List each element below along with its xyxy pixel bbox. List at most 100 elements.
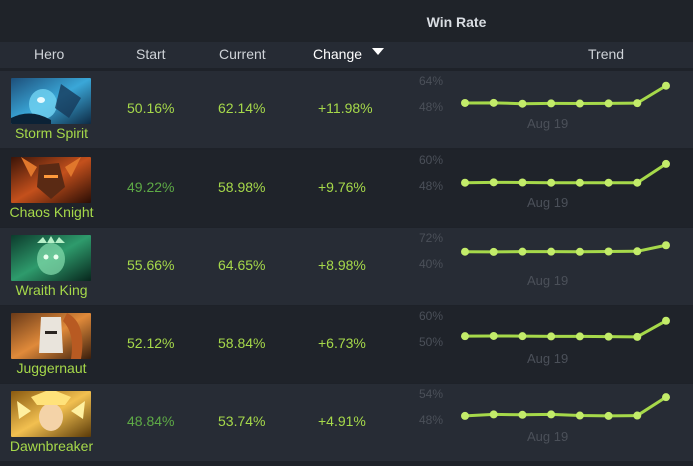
trend-x-label: Aug 19	[527, 116, 569, 131]
trend-point[interactable]	[662, 241, 670, 250]
trend-point[interactable]	[604, 332, 613, 341]
trend-point[interactable]	[575, 247, 584, 256]
table-row[interactable]: Storm Spirit 50.16% 62.14% +11.98% 64% 4…	[0, 71, 693, 148]
trend-y-max-label: 54%	[419, 387, 444, 401]
column-header-start[interactable]: Start	[136, 46, 166, 62]
trend-point[interactable]	[518, 178, 527, 187]
trend-point[interactable]	[489, 410, 498, 419]
trend-point[interactable]	[461, 98, 469, 107]
trend-point[interactable]	[547, 99, 556, 108]
winrate-change: +8.98%	[318, 257, 366, 273]
trend-sparkline: 64% 48% Aug 19	[405, 71, 693, 148]
column-header-row: Hero Start Current Change Trend	[0, 42, 693, 68]
dawnbreaker-portrait-icon[interactable]	[11, 391, 91, 437]
trend-point[interactable]	[633, 99, 642, 108]
trend-point[interactable]	[518, 99, 527, 108]
start-winrate: 49.22%	[127, 179, 175, 195]
trend-point[interactable]	[489, 331, 498, 340]
trend-line	[464, 319, 667, 339]
trend-point[interactable]	[461, 247, 469, 256]
hero-cell[interactable]: Wraith King	[3, 231, 100, 303]
winrate-change: +4.91%	[318, 413, 366, 429]
trend-point[interactable]	[489, 247, 498, 256]
trend-point[interactable]	[575, 99, 584, 108]
table-row[interactable]: Wraith King 55.66% 64.65% +8.98% 72% 40%…	[0, 228, 693, 305]
trend-chart	[461, 316, 670, 341]
chaos-knight-portrait-icon[interactable]	[11, 157, 91, 203]
trend-point[interactable]	[662, 159, 670, 168]
hero-name[interactable]: Juggernaut	[16, 360, 87, 376]
trend-point[interactable]	[604, 247, 613, 256]
start-winrate: 52.12%	[127, 335, 175, 351]
table-row[interactable]: Juggernaut 52.12% 58.84% +6.73% 60% 50% …	[0, 306, 693, 383]
trend-y-min-label: 48%	[419, 100, 444, 114]
trend-point[interactable]	[489, 178, 498, 187]
hero-cell[interactable]: Juggernaut	[3, 309, 100, 381]
trend-point[interactable]	[547, 410, 556, 419]
trend-chart	[461, 241, 670, 256]
trend-line	[464, 243, 667, 254]
trend-point[interactable]	[461, 178, 469, 187]
table-row[interactable]: Dawnbreaker 48.84% 53.74% +4.91% 54% 48%…	[0, 384, 693, 461]
juggernaut-portrait-icon[interactable]	[11, 313, 91, 359]
trend-y-min-label: 48%	[419, 179, 444, 193]
group-header: Win Rate	[0, 0, 693, 42]
trend-point[interactable]	[518, 247, 527, 256]
trend-point[interactable]	[489, 98, 498, 107]
trend-chart	[461, 393, 670, 420]
column-header-hero[interactable]: Hero	[34, 46, 65, 62]
start-winrate: 48.84%	[127, 413, 175, 429]
trend-x-label: Aug 19	[527, 429, 569, 444]
hero-cell[interactable]: Storm Spirit	[3, 74, 100, 146]
hero-cell[interactable]: Chaos Knight	[3, 153, 100, 225]
trend-point[interactable]	[604, 99, 613, 108]
trend-y-min-label: 48%	[419, 413, 444, 427]
hero-name[interactable]: Wraith King	[15, 282, 88, 298]
trend-point[interactable]	[633, 332, 642, 341]
trend-point[interactable]	[633, 247, 642, 256]
column-header-current[interactable]: Current	[219, 46, 266, 62]
trend-x-label: Aug 19	[527, 195, 569, 210]
current-winrate: 53.74%	[218, 413, 266, 429]
trend-point[interactable]	[604, 411, 613, 420]
trend-point[interactable]	[461, 411, 469, 420]
trend-point[interactable]	[604, 178, 613, 187]
trend-point[interactable]	[518, 410, 527, 419]
wraith-king-portrait-icon[interactable]	[11, 235, 91, 281]
trend-point[interactable]	[633, 411, 642, 420]
hero-name[interactable]: Chaos Knight	[9, 204, 94, 220]
hero-cell[interactable]: Dawnbreaker	[3, 387, 100, 459]
trend-point[interactable]	[461, 332, 469, 341]
trend-point[interactable]	[575, 411, 584, 420]
trend-sparkline: 60% 50% Aug 19	[405, 306, 693, 383]
trend-point[interactable]	[662, 393, 670, 402]
trend-point[interactable]	[547, 247, 556, 256]
trend-point[interactable]	[662, 81, 670, 90]
winrate-change: +9.76%	[318, 179, 366, 195]
sort-descending-icon[interactable]	[372, 48, 384, 55]
trend-y-max-label: 64%	[419, 74, 444, 88]
trend-point[interactable]	[575, 178, 584, 187]
table-row[interactable]: Chaos Knight 49.22% 58.98% +9.76% 60% 48…	[0, 150, 693, 227]
trend-point[interactable]	[547, 178, 556, 187]
hero-name[interactable]: Storm Spirit	[14, 125, 89, 141]
hero-name[interactable]: Dawnbreaker	[9, 438, 94, 454]
trend-point[interactable]	[575, 332, 584, 341]
trend-point[interactable]	[518, 332, 527, 341]
trend-chart	[461, 81, 670, 108]
winrate-change: +11.98%	[318, 100, 373, 116]
trend-point[interactable]	[547, 332, 556, 341]
trend-point[interactable]	[662, 316, 670, 325]
trend-sparkline: 72% 40% Aug 19	[405, 228, 693, 305]
current-winrate: 64.65%	[218, 257, 266, 273]
trend-x-label: Aug 19	[527, 273, 569, 288]
column-header-change[interactable]: Change	[313, 46, 363, 62]
trend-y-max-label: 60%	[419, 153, 444, 167]
trend-sparkline: 60% 48% Aug 19	[405, 150, 693, 227]
trend-y-max-label: 72%	[419, 231, 444, 245]
start-winrate: 55.66%	[127, 257, 175, 273]
trend-line	[464, 84, 667, 106]
storm-spirit-portrait-icon[interactable]	[11, 78, 91, 124]
trend-point[interactable]	[633, 178, 642, 187]
